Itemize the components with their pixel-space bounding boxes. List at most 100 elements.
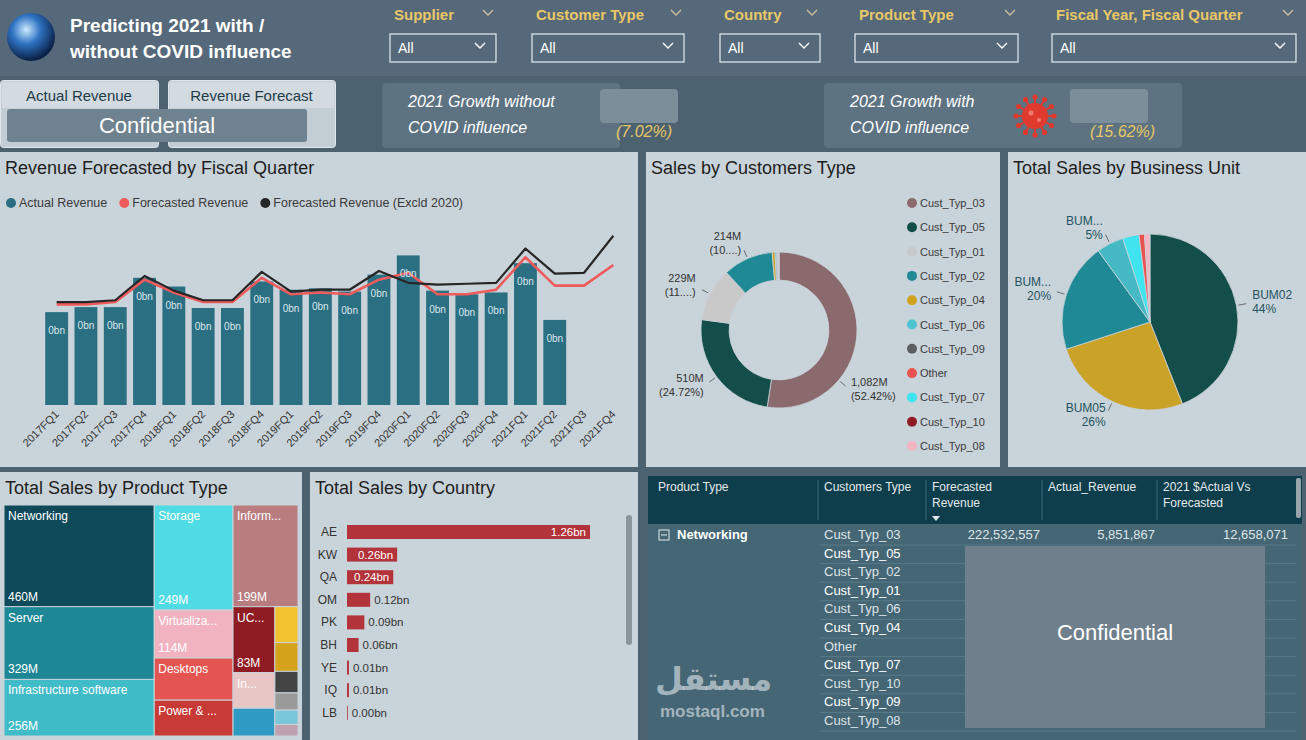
- line: [57, 236, 614, 302]
- column-divider: [1157, 480, 1158, 520]
- chevron-icon: [475, 43, 485, 48]
- scrollbar: [626, 515, 632, 645]
- kpi-label: 2021 Growth with: [849, 93, 975, 110]
- data-label: 0.01bn: [353, 684, 388, 696]
- slicer-dropdown[interactable]: [390, 34, 496, 62]
- treemap-cell: [233, 673, 275, 709]
- column-header-line: Forecasted: [932, 480, 992, 494]
- table-cell: Other: [824, 639, 857, 654]
- leader-line: [744, 250, 747, 256]
- table-cell: Cust_Typ_04: [824, 620, 901, 635]
- panel: [1008, 152, 1306, 467]
- slicer-dropdown[interactable]: [855, 34, 1018, 62]
- slicer-value: All: [1060, 40, 1076, 56]
- slice: [1123, 235, 1150, 322]
- data-label-line: 5%: [1085, 228, 1103, 242]
- bar: [368, 275, 391, 405]
- legend-marker: [6, 198, 16, 208]
- column-header: 2021 $Actual VsForecasted: [1163, 480, 1250, 510]
- chevron-icon: [1275, 43, 1285, 48]
- bar: [347, 570, 393, 584]
- data-label: 0bn: [371, 288, 388, 299]
- legend-marker: [907, 247, 917, 257]
- slicer-label: Fiscal Year, Fiscal Quarter: [1056, 6, 1243, 23]
- dashboard-title: without COVID influence: [69, 41, 292, 62]
- panel-title: Revenue Forecasted by Fiscal Quarter: [5, 158, 314, 178]
- data-label: 0bn: [312, 301, 329, 312]
- virus-spike-tip: [1023, 97, 1028, 102]
- data-label-line: 44%: [1252, 302, 1276, 316]
- table-cell: 12,658,071: [1223, 527, 1288, 542]
- y-tick-label: IQ: [324, 683, 337, 697]
- legend-label: Cust_Typ_08: [920, 440, 985, 452]
- legend-marker: [907, 198, 917, 208]
- treemap-cell: [233, 708, 275, 736]
- dashboard-title: Predicting 2021 with /: [70, 15, 265, 36]
- panel-title: Total Sales by Country: [315, 478, 495, 498]
- treemap-cell: [4, 607, 154, 680]
- slicer-dropdown[interactable]: [1052, 34, 1296, 62]
- slicer-value: All: [398, 40, 414, 56]
- data-label: BUM0526%: [1066, 401, 1106, 429]
- bar: [280, 290, 303, 405]
- column-divider: [818, 480, 819, 520]
- treemap-label: Networking: [8, 509, 68, 523]
- chevron-icon: [663, 43, 673, 48]
- panel-title: Total Sales by Product Type: [5, 478, 228, 498]
- leader-line: [702, 290, 708, 293]
- data-label: 0bn: [48, 325, 65, 336]
- data-label: 83M: [237, 656, 260, 670]
- bar: [347, 638, 359, 652]
- column-header-line: Actual_Revenue: [1048, 480, 1136, 494]
- data-label: 199M: [237, 590, 267, 604]
- data-label: 460M: [8, 590, 38, 604]
- table-cell: Cust_Typ_10: [824, 676, 901, 691]
- panel: [310, 472, 638, 740]
- button[interactable]: [2, 82, 157, 108]
- collapse-icon: [661, 535, 667, 536]
- data-label-line: (11....): [665, 286, 696, 298]
- data-label: 1.26bn: [551, 526, 586, 538]
- slice: [776, 252, 778, 280]
- button[interactable]: [170, 82, 334, 108]
- treemap-cell: [154, 700, 233, 736]
- treemap-label: Server: [8, 611, 43, 625]
- treemap-label: Desktops: [158, 662, 208, 676]
- row-divider: [820, 731, 1296, 732]
- slicer-label: Country: [724, 6, 782, 23]
- data-label: 0bn: [136, 291, 153, 302]
- data-label: 0bn: [253, 294, 270, 305]
- data-label: 510M(24.72%): [659, 372, 704, 398]
- data-label: 0.06bn: [363, 639, 398, 651]
- sort-icon: [932, 516, 940, 521]
- data-label-line: BUM...: [1066, 214, 1103, 228]
- slice: [772, 252, 776, 280]
- slice: [726, 252, 774, 293]
- chevron-icon: [997, 43, 1007, 48]
- collapse-icon[interactable]: [659, 530, 669, 540]
- column-header-line: Customers Type: [824, 480, 911, 494]
- globe-icon: [7, 13, 55, 61]
- data-label-line: (52.42%): [851, 390, 896, 402]
- bar: [347, 683, 349, 697]
- legend-label: Forecasted Revenue: [132, 196, 248, 210]
- data-label: 214M(10....): [709, 230, 741, 256]
- slice: [767, 252, 857, 408]
- data-label: 1,082M(52.42%): [851, 376, 896, 402]
- legend-label: Cust_Typ_06: [920, 319, 985, 331]
- treemap-label: Infrastructure software: [8, 683, 128, 697]
- treemap-cell: [4, 679, 154, 736]
- watermark: مستقل: [655, 660, 772, 698]
- leader-line: [1108, 403, 1111, 410]
- virus-spike-tip: [1016, 123, 1021, 128]
- table-cell: 222,532,557: [968, 527, 1040, 542]
- data-label-line: (24.72%): [659, 386, 704, 398]
- slicer-value: All: [863, 40, 879, 56]
- data-label-line: 20%: [1027, 289, 1051, 303]
- slicer-value: All: [728, 40, 744, 56]
- slicer-dropdown[interactable]: [532, 34, 684, 62]
- virus-spot: [1037, 118, 1041, 122]
- slicer-dropdown[interactable]: [720, 34, 820, 62]
- legend-label: Cust_Typ_05: [920, 221, 985, 233]
- slice: [778, 252, 779, 280]
